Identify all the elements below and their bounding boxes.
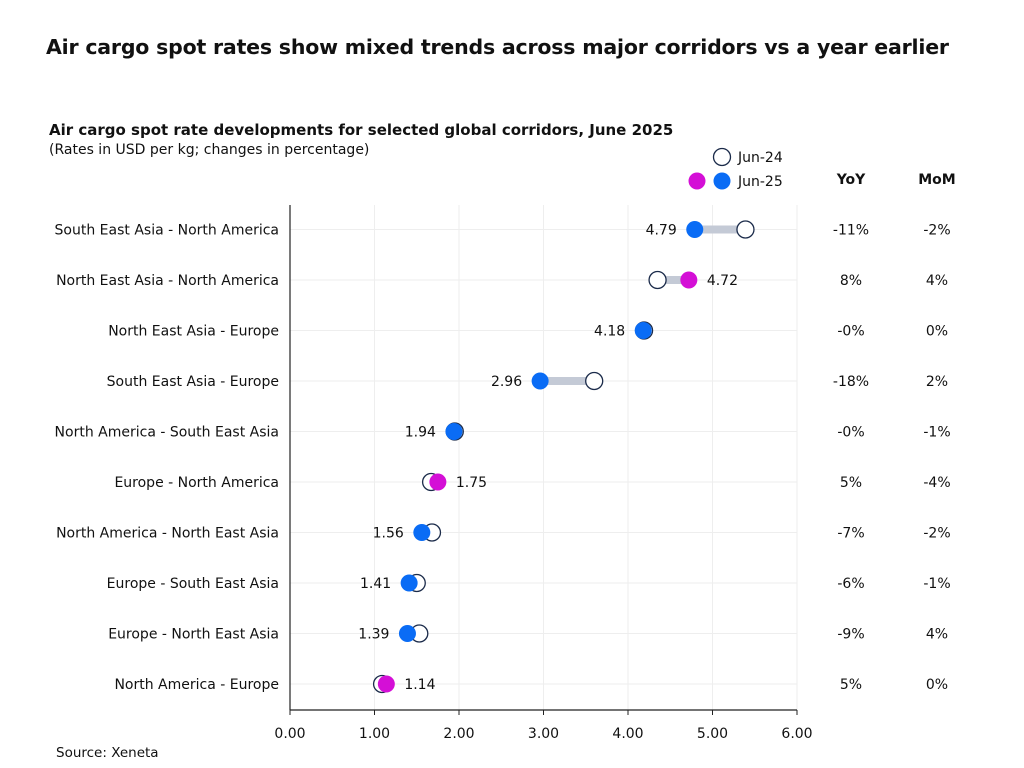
page-headline: Air cargo spot rates show mixed trends a… <box>46 35 949 59</box>
mom-value: -2% <box>923 223 950 239</box>
point-jun25 <box>686 221 704 238</box>
value-label: 4.72 <box>707 273 738 289</box>
mom-value: -1% <box>923 576 950 592</box>
point-jun25 <box>445 423 463 440</box>
mom-value: 0% <box>926 677 948 693</box>
value-label: 1.56 <box>373 526 404 542</box>
corridor-label: North East Asia - North America <box>56 273 279 289</box>
point-jun25 <box>377 675 395 693</box>
axes: 0.00 1.00 2.00 3.00 4.00 5.00 6.00 YoY MoM <box>274 172 955 742</box>
point-jun25 <box>398 625 416 642</box>
corridor-label: North East Asia - Europe <box>108 324 279 340</box>
point-jun25 <box>400 574 418 592</box>
mom-header: MoM <box>918 172 955 188</box>
mom-value: 4% <box>926 627 948 643</box>
legend-label-jun25: Jun-25 <box>737 174 783 190</box>
yoy-value: -18% <box>833 374 869 390</box>
mom-value: 2% <box>926 374 948 390</box>
yoy-value: -11% <box>833 223 869 239</box>
yoy-value: 5% <box>840 475 862 491</box>
mom-value: -2% <box>923 526 950 542</box>
corridor-label: South East Asia - Europe <box>107 374 279 390</box>
x-tick-label: 4.00 <box>612 726 643 742</box>
point-jun24 <box>736 220 755 239</box>
corridor-label: Europe - North East Asia <box>108 627 279 643</box>
yoy-value: -6% <box>837 576 864 592</box>
point-jun25 <box>429 473 447 491</box>
x-tick-label: 6.00 <box>781 726 812 742</box>
yoy-value: -9% <box>837 627 864 643</box>
x-tick-label: 3.00 <box>528 726 559 742</box>
x-tick-label: 2.00 <box>443 726 474 742</box>
chart-rows: South East Asia - North America 4.79 -11% -… <box>55 220 951 694</box>
value-label: 1.41 <box>360 576 391 592</box>
legend-marker-jun25-increase <box>688 172 706 190</box>
yoy-value: 8% <box>840 273 862 289</box>
legend-label-jun24: Jun-24 <box>737 150 783 166</box>
value-label: 4.79 <box>646 223 677 239</box>
point-jun24 <box>585 371 604 391</box>
value-label: 2.96 <box>491 374 522 390</box>
point-jun24 <box>648 270 667 290</box>
yoy-value: 5% <box>840 677 862 693</box>
point-jun25 <box>634 322 652 339</box>
legend-marker-jun24 <box>712 147 732 167</box>
value-label: 1.14 <box>404 677 435 693</box>
legend-marker-jun25 <box>713 172 731 190</box>
corridor-label: North America - North East Asia <box>56 526 279 542</box>
source-note: Source: Xeneta <box>56 745 159 761</box>
value-label: 1.94 <box>405 425 436 441</box>
yoy-value: -0% <box>837 425 864 441</box>
corridor-label: Europe - South East Asia <box>107 576 279 592</box>
corridor-label: North America - Europe <box>114 677 279 693</box>
point-jun25 <box>413 524 431 541</box>
x-tick-label: 5.00 <box>697 726 728 742</box>
x-tick-label: 1.00 <box>359 726 390 742</box>
mom-value: 4% <box>926 273 948 289</box>
mom-value: -1% <box>923 425 950 441</box>
value-label: 1.75 <box>456 475 487 491</box>
corridor-label: Europe - North America <box>114 475 279 491</box>
chart-title: Air cargo spot rate developments for sel… <box>49 121 674 139</box>
legend: Jun-24 Jun-25 <box>688 147 783 190</box>
mom-value: 0% <box>926 324 948 340</box>
gridlines <box>290 205 798 710</box>
corridor-label: South East Asia - North America <box>55 223 279 239</box>
value-label: 1.39 <box>358 627 389 643</box>
yoy-value: -0% <box>837 324 864 340</box>
x-tick-label: 0.00 <box>274 726 305 742</box>
yoy-value: -7% <box>837 526 864 542</box>
value-label: 4.18 <box>594 324 625 340</box>
mom-value: -4% <box>923 475 950 491</box>
yoy-header: YoY <box>836 172 866 188</box>
point-jun25 <box>531 372 549 390</box>
corridor-label: North America - South East Asia <box>55 425 279 441</box>
chart-subtitle: (Rates in USD per kg; changes in percent… <box>49 142 370 158</box>
point-jun25 <box>680 271 698 289</box>
